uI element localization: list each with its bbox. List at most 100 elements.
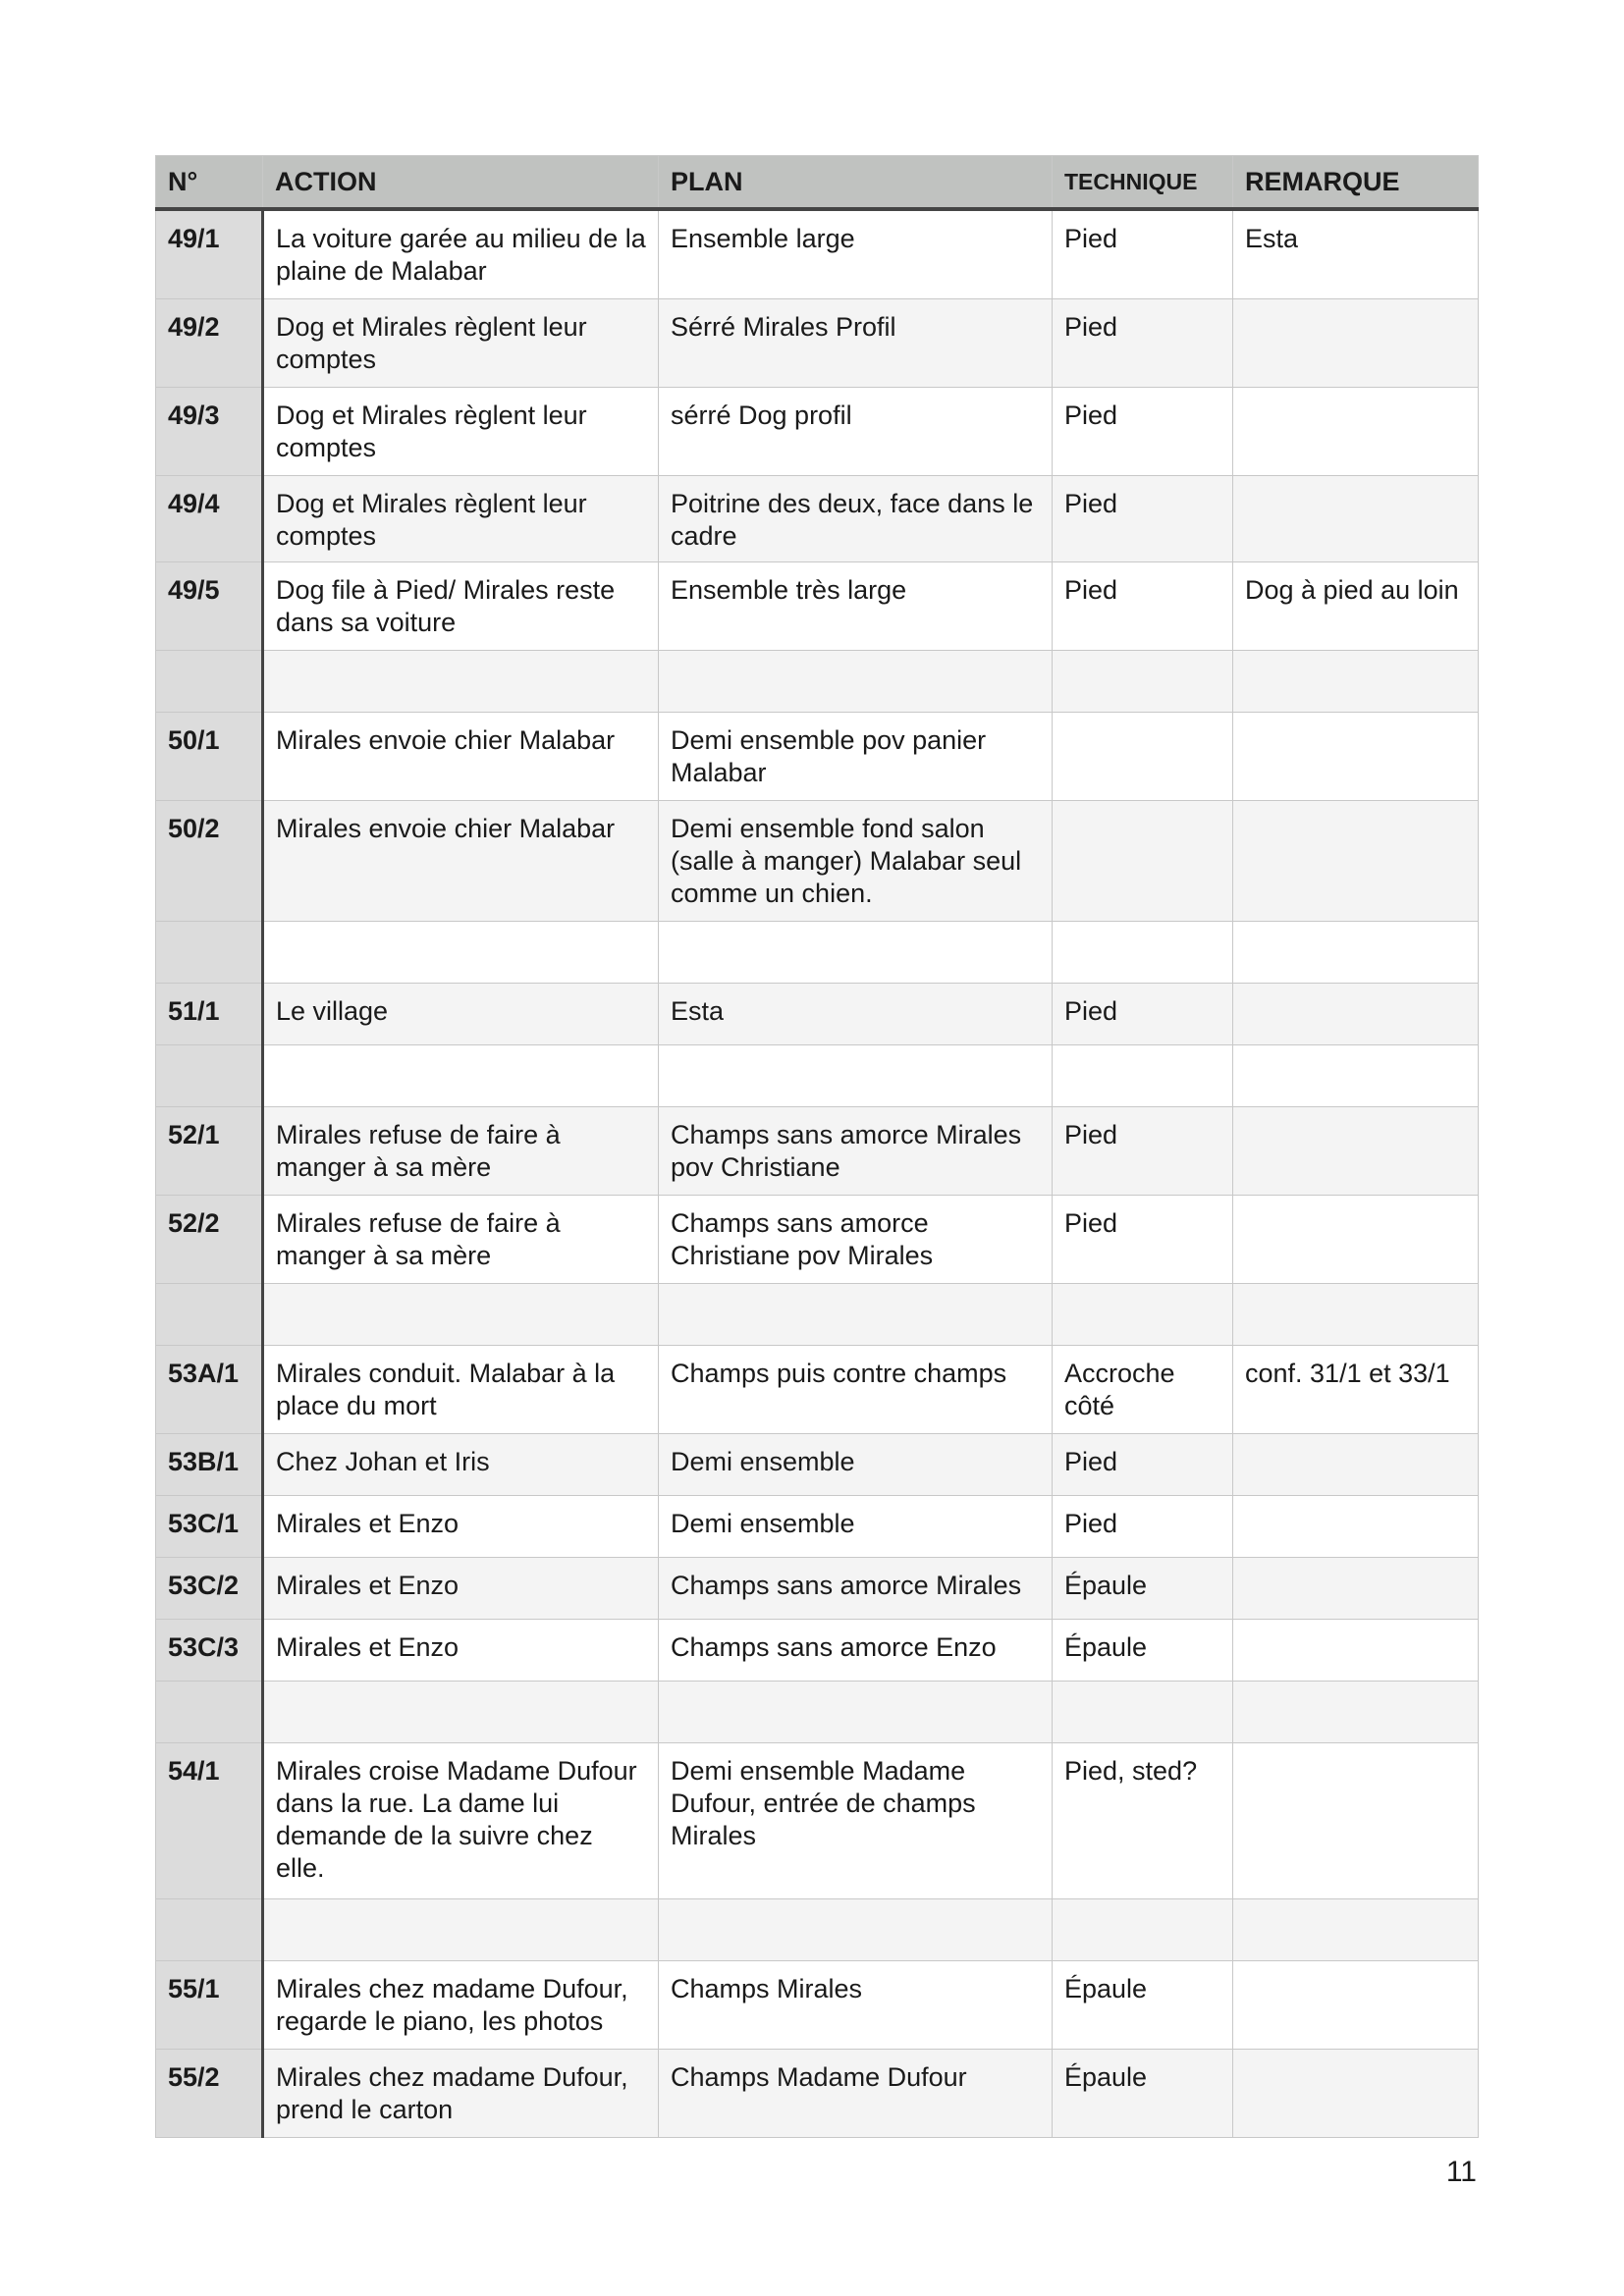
cell-technique <box>1052 921 1233 984</box>
cell-plan: Champs sans amorce Christiane pov Mirale… <box>658 1195 1053 1284</box>
header-row: N° ACTION PLAN TECHNIQUE REMARQUE <box>155 155 1479 211</box>
cell-n: 55/2 <box>155 2049 264 2138</box>
cell-remarque <box>1232 387 1479 476</box>
table-row: 53B/1 Chez Johan et Iris Demi ensemble Pied <box>155 1433 1479 1496</box>
cell-plan: Champs Madame Dufour <box>658 2049 1053 2138</box>
cell-technique: Pied <box>1052 298 1233 388</box>
header-plan: PLAN <box>658 155 1053 211</box>
cell-plan: Ensemble large <box>658 208 1053 299</box>
cell-n: 49/4 <box>155 475 264 562</box>
cell-remarque <box>1232 1742 1479 1899</box>
cell-remarque <box>1232 1195 1479 1284</box>
cell-technique: Pied <box>1052 1433 1233 1496</box>
table-row: 51/1 Le village Esta Pied <box>155 983 1479 1045</box>
cell-n: 53B/1 <box>155 1433 264 1496</box>
cell-technique <box>1052 1283 1233 1346</box>
table-row <box>155 1044 1479 1107</box>
cell-plan <box>658 1681 1053 1743</box>
cell-n: 49/1 <box>155 208 264 299</box>
cell-n <box>155 921 264 984</box>
cell-plan: Demi ensemble Madame Dufour, entrée de c… <box>658 1742 1053 1899</box>
table-row <box>155 1681 1479 1743</box>
cell-n: 53A/1 <box>155 1345 264 1434</box>
cell-action <box>262 1283 659 1346</box>
cell-action: Chez Johan et Iris <box>262 1433 659 1496</box>
cell-plan: Demi ensemble <box>658 1495 1053 1558</box>
table-row: 50/2 Mirales envoie chier Malabar Demi ens… <box>155 800 1479 922</box>
table-row: 49/1 La voiture garée au milieu de la pla… <box>155 208 1479 299</box>
table-row: 52/1 Mirales refuse de faire à manger à s… <box>155 1106 1479 1196</box>
cell-action: Mirales et Enzo <box>262 1557 659 1620</box>
table-row: 50/1 Mirales envoie chier Malabar Demi ens… <box>155 712 1479 801</box>
cell-remarque: Esta <box>1232 208 1479 299</box>
cell-remarque <box>1232 1557 1479 1620</box>
cell-action: Dog et Mirales règlent leur comptes <box>262 298 659 388</box>
cell-action: La voiture garée au milieu de la plaine … <box>262 208 659 299</box>
cell-plan <box>658 1898 1053 1961</box>
cell-action: Dog file à Pied/ Mirales reste dans sa v… <box>262 561 659 651</box>
header-remarque: REMARQUE <box>1232 155 1479 211</box>
cell-n: 55/1 <box>155 1960 264 2050</box>
cell-technique: Pied <box>1052 561 1233 651</box>
cell-n: 51/1 <box>155 983 264 1045</box>
cell-technique: Épaule <box>1052 2049 1233 2138</box>
cell-action: Mirales refuse de faire à manger à sa mè… <box>262 1106 659 1196</box>
table-row <box>155 650 1479 713</box>
shot-list-table: N° ACTION PLAN TECHNIQUE REMARQUE 49/1 La… <box>155 155 1479 2138</box>
cell-action: Mirales et Enzo <box>262 1495 659 1558</box>
cell-n: 50/2 <box>155 800 264 922</box>
cell-plan <box>658 650 1053 713</box>
table-row: 49/4 Dog et Mirales règlent leur comptes P… <box>155 475 1479 562</box>
cell-technique <box>1052 1044 1233 1107</box>
cell-technique <box>1052 800 1233 922</box>
table-row: 55/2 Mirales chez madame Dufour, prend le… <box>155 2049 1479 2138</box>
cell-action: Mirales chez madame Dufour, regarde le p… <box>262 1960 659 2050</box>
table-row <box>155 1283 1479 1346</box>
cell-plan: Champs sans amorce Enzo <box>658 1619 1053 1682</box>
cell-technique: Pied <box>1052 1495 1233 1558</box>
cell-technique: Pied, sted? <box>1052 1742 1233 1899</box>
cell-remarque <box>1232 1106 1479 1196</box>
cell-remarque <box>1232 2049 1479 2138</box>
table-row <box>155 921 1479 984</box>
cell-plan: Esta <box>658 983 1053 1045</box>
cell-n: 49/2 <box>155 298 264 388</box>
cell-remarque: Dog à pied au loin <box>1232 561 1479 651</box>
cell-action <box>262 1044 659 1107</box>
cell-action <box>262 650 659 713</box>
cell-n: 54/1 <box>155 1742 264 1899</box>
cell-remarque <box>1232 1898 1479 1961</box>
cell-technique: Épaule <box>1052 1619 1233 1682</box>
cell-plan: sérré Dog profil <box>658 387 1053 476</box>
cell-remarque <box>1232 921 1479 984</box>
cell-remarque <box>1232 1619 1479 1682</box>
cell-plan: Poitrine des deux, face dans le cadre <box>658 475 1053 562</box>
cell-remarque <box>1232 1960 1479 2050</box>
cell-plan: Champs Mirales <box>658 1960 1053 2050</box>
cell-n: 53C/3 <box>155 1619 264 1682</box>
cell-technique: Pied <box>1052 983 1233 1045</box>
cell-action: Mirales croise Madame Dufour dans la rue… <box>262 1742 659 1899</box>
cell-technique: Accroche côté <box>1052 1345 1233 1434</box>
cell-plan <box>658 1283 1053 1346</box>
cell-remarque <box>1232 983 1479 1045</box>
table-row: 53C/1 Mirales et Enzo Demi ensemble Pied <box>155 1495 1479 1558</box>
cell-technique: Épaule <box>1052 1557 1233 1620</box>
cell-plan: Champs sans amorce Mirales <box>658 1557 1053 1620</box>
cell-technique <box>1052 1681 1233 1743</box>
cell-technique <box>1052 1898 1233 1961</box>
cell-n: 53C/2 <box>155 1557 264 1620</box>
cell-action: Dog et Mirales règlent leur comptes <box>262 475 659 562</box>
cell-plan: Sérré Mirales Profil <box>658 298 1053 388</box>
cell-plan: Demi ensemble fond salon (salle à manger… <box>658 800 1053 922</box>
cell-action: Mirales envoie chier Malabar <box>262 712 659 801</box>
cell-technique: Pied <box>1052 475 1233 562</box>
cell-remarque <box>1232 800 1479 922</box>
cell-action: Dog et Mirales règlent leur comptes <box>262 387 659 476</box>
cell-action <box>262 921 659 984</box>
cell-action: Mirales et Enzo <box>262 1619 659 1682</box>
cell-remarque <box>1232 1283 1479 1346</box>
cell-plan: Champs sans amorce Mirales pov Christian… <box>658 1106 1053 1196</box>
header-action: ACTION <box>262 155 659 211</box>
cell-plan: Demi ensemble <box>658 1433 1053 1496</box>
